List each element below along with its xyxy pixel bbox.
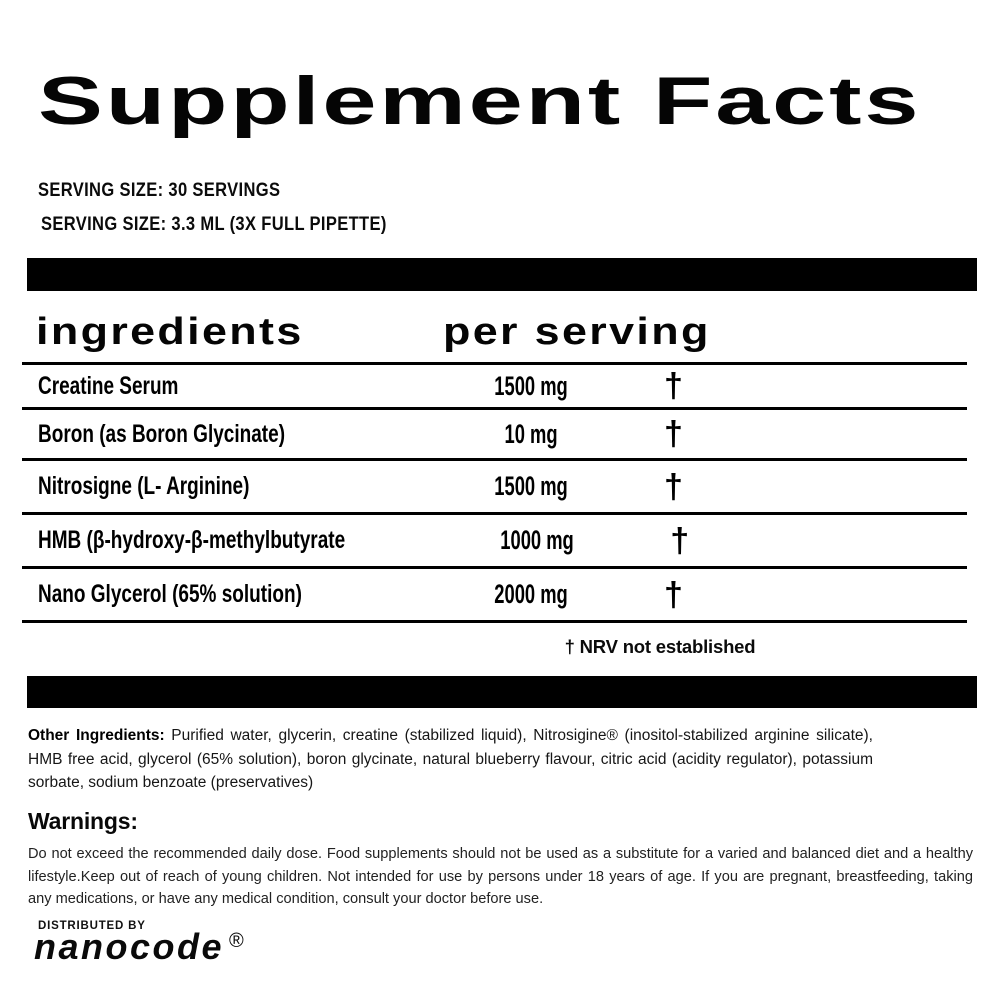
- warnings-paragraph: Do not exceed the recommended daily dose…: [28, 846, 973, 908]
- amount-per-serving: 1500 mg: [494, 471, 568, 501]
- serving-size-line-1: SERVING SIZE: 30 SERVINGS: [38, 180, 281, 201]
- table-row: Boron (as Boron Glycinate) 10 mg †: [22, 410, 967, 461]
- other-ingredients-paragraph: Other Ingredients: Purified water, glyce…: [28, 724, 873, 795]
- nrv-cell: †: [626, 578, 721, 612]
- warnings-heading: Warnings:: [28, 808, 138, 834]
- brand-name: nanocode: [34, 926, 225, 967]
- other-ingredients-label: Other Ingredients:: [28, 727, 165, 744]
- ingredient-name-cell: HMB (β-hydroxy-β-methylbutyrate: [22, 526, 442, 555]
- dagger-icon: †: [670, 521, 690, 560]
- table-header-rule: [22, 362, 967, 365]
- amount-cell: 1500 mg: [436, 371, 626, 402]
- nrv-cell: †: [626, 369, 721, 403]
- amount-cell: 1000 mg: [442, 525, 632, 556]
- distributed-by-label: DISTRIBUTED BY: [38, 920, 146, 932]
- dagger-icon: †: [664, 367, 683, 405]
- column-header-ingredients: ingredients: [36, 311, 304, 353]
- other-ingredients-text: Purified water, glycerin, creatine (stab…: [28, 727, 873, 791]
- table-row: Nitrosigne (L- Arginine) 1500 mg †: [22, 461, 967, 515]
- table-row: Creatine Serum 1500 mg †: [22, 365, 967, 410]
- nrv-cell: †: [632, 524, 727, 558]
- ingredient-name: HMB (β-hydroxy-β-methylbutyrate: [38, 526, 346, 554]
- amount-cell: 10 mg: [436, 419, 626, 450]
- brand-logo: nanocode ®: [34, 929, 244, 965]
- nrv-cell: †: [626, 417, 721, 451]
- amount-per-serving: 10 mg: [504, 418, 558, 449]
- table-row: HMB (β-hydroxy-β-methylbutyrate 1000 mg …: [22, 515, 967, 569]
- ingredient-name-cell: Nitrosigne (L- Arginine): [22, 472, 436, 501]
- amount-cell: 1500 mg: [436, 471, 626, 502]
- ingredient-name: Boron (as Boron Glycinate): [38, 419, 286, 448]
- divider-bar-top: [27, 258, 977, 291]
- registered-trademark-icon: ®: [229, 930, 244, 952]
- table-row: Nano Glycerol (65% solution) 2000 mg †: [22, 569, 967, 623]
- amount-per-serving: 1000 mg: [500, 525, 574, 555]
- ingredient-name-cell: Creatine Serum: [22, 372, 436, 401]
- ingredient-name-cell: Nano Glycerol (65% solution): [22, 580, 436, 609]
- dagger-icon: †: [664, 467, 683, 506]
- ingredient-name: Nitrosigne (L- Arginine): [38, 472, 250, 500]
- nrv-cell: †: [626, 470, 721, 504]
- ingredients-table: Creatine Serum 1500 mg † Boron (as Boron…: [22, 365, 967, 623]
- column-header-per-serving: per serving: [443, 311, 711, 353]
- ingredient-name-cell: Boron (as Boron Glycinate): [22, 420, 436, 449]
- nrv-footnote: † NRV not established: [564, 636, 756, 657]
- amount-per-serving: 2000 mg: [494, 579, 568, 609]
- dagger-icon: †: [664, 575, 683, 614]
- ingredient-name: Nano Glycerol (65% solution): [38, 580, 302, 608]
- amount-per-serving: 1500 mg: [494, 370, 568, 401]
- ingredient-name: Creatine Serum: [38, 371, 179, 400]
- amount-cell: 2000 mg: [436, 579, 626, 610]
- serving-size-line-2: SERVING SIZE: 3.3 ML (3X FULL PIPETTE): [41, 214, 387, 235]
- page-title: Supplement Facts: [38, 63, 922, 139]
- dagger-icon: †: [664, 415, 683, 453]
- divider-bar-bottom: [27, 676, 977, 708]
